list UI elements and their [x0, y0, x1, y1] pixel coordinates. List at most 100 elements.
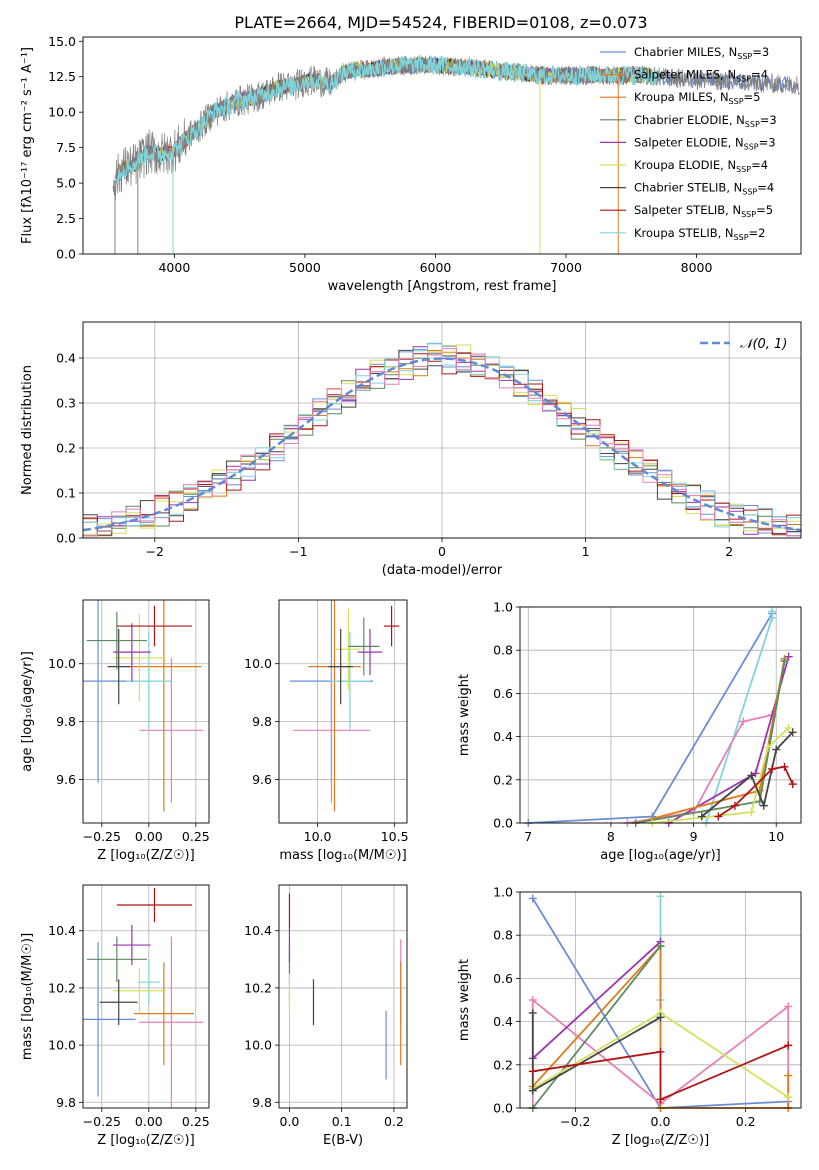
x-tick-label: 0.2 [384, 1114, 404, 1129]
plot-frame [82, 321, 802, 539]
series-marker [768, 765, 777, 773]
series-marker [759, 801, 768, 810]
x-tick-label: 0.00 [135, 829, 163, 844]
errorbars [288, 893, 402, 1080]
x-axis-label: Z [log₁₀(Z/Z☉)] [97, 1133, 194, 1148]
x-tick-label: 0.0 [651, 1114, 671, 1129]
chart-massweight-vs-age: 7 8 9 10 0.0 0.2 0.4 0.6 0.8 1.0 age [log₁₀(age/yr… [457, 600, 802, 863]
series-marker [528, 996, 537, 1004]
series-marker [751, 769, 760, 778]
plot-frame [82, 36, 802, 255]
series-marker [528, 1067, 537, 1076]
series-marker [768, 607, 777, 616]
figure-title: PLATE=2664, MJD=54524, FIBERID=0108, z=0… [234, 13, 647, 32]
y-tick-label: 0.0 [493, 1101, 513, 1116]
x-axis-label: wavelength [Angstrom, rest frame] [328, 279, 557, 294]
legend-entry: 𝒩(0, 1) [740, 337, 787, 352]
x-tick-label: −0.25 [83, 829, 121, 844]
y-axis-label: mass weight [457, 674, 472, 756]
series-marker [656, 942, 665, 950]
y-tick-label: 10.2 [244, 980, 272, 995]
y-tick-label: 0.0 [56, 247, 76, 262]
series-marker [528, 1008, 537, 1017]
series-marker [772, 745, 781, 754]
legend-entry: Kroupa MILES, NSSP=5 [634, 90, 760, 106]
series-marker [784, 1071, 793, 1080]
errorbars [289, 600, 400, 812]
x-tick-label: 0 [438, 544, 446, 559]
series-marker [784, 652, 793, 661]
y-tick-label: 0.0 [56, 531, 76, 546]
x-tick-label: 5000 [289, 260, 321, 275]
legend-entry: Salpeter ELODIE, NSSP=3 [634, 135, 776, 151]
y-tick-label: 10.0 [244, 656, 272, 671]
x-tick-label: 8 [607, 829, 615, 844]
x-tick-label: 0.2 [736, 1114, 756, 1129]
chart-mass-vs-Z: −0.25 0.00 0.25 9.8 10.0 10.2 10.4 Z [log₁₀(Z/Z… [20, 884, 210, 1148]
y-tick-label: 1.0 [493, 885, 513, 900]
x-tick-label: 0.0 [280, 1114, 300, 1129]
x-axis-label: Z [log₁₀(Z/Z☉)] [612, 1133, 709, 1148]
x-tick-label: 7000 [550, 260, 582, 275]
y-tick-label: 10.2 [48, 980, 76, 995]
plot-frame [278, 599, 408, 824]
y-tick-label: 9.8 [56, 1095, 76, 1110]
series-marker [528, 1086, 537, 1095]
legend-entry: Chabrier MILES, NSSP=3 [634, 45, 769, 61]
spectrum-legend: Chabrier MILES, NSSP=3 Salpeter MILES, NS… [600, 45, 777, 242]
model-curve-top [116, 54, 658, 185]
plot-frame [82, 599, 210, 824]
series-marker [739, 717, 748, 726]
x-tick-label: 0.25 [182, 1114, 210, 1129]
y-tick-label: 9.6 [56, 772, 76, 787]
series-marker [780, 657, 789, 665]
x-axis-label: age [log₁₀(age/yr)] [600, 848, 721, 863]
series-marker [714, 812, 723, 821]
x-axis-label: E(B-V) [323, 1133, 363, 1148]
x-tick-label: 8000 [681, 260, 713, 275]
x-tick-label: 10.5 [381, 829, 409, 844]
y-tick-label: 9.8 [56, 714, 76, 729]
series-marker [656, 1013, 665, 1022]
series-marker [784, 1093, 793, 1102]
x-tick-label: 9 [690, 829, 698, 844]
y-tick-label: 0.3 [56, 396, 76, 411]
spectrum-lines [112, 54, 800, 254]
y-tick-label: 0.4 [493, 729, 513, 744]
chart-massweight-vs-Z: −0.2 0.0 0.2 0.0 0.2 0.4 0.6 0.8 1.0 Z [log₁₀(Z/Z… [457, 885, 802, 1148]
series-marker [730, 801, 739, 810]
plot-frame [519, 606, 802, 824]
series-marker [747, 808, 756, 817]
y-tick-label: 10.0 [48, 656, 76, 671]
y-tick-label: 0.4 [493, 1014, 513, 1029]
gaussian-curve [82, 357, 802, 532]
series-marker [784, 1041, 793, 1050]
y-tick-label: 7.5 [56, 140, 76, 155]
y-tick-label: 10.0 [244, 1038, 272, 1053]
y-tick-label: 1.0 [493, 600, 513, 615]
series-marker [780, 762, 789, 771]
series-marker [788, 728, 797, 737]
series-marker [656, 892, 665, 901]
series-lines [528, 892, 793, 1112]
series-lines [524, 607, 797, 827]
y-axis-label: mass weight [457, 959, 472, 1041]
y-tick-label: 0.2 [493, 1057, 513, 1072]
y-axis-label: Normed distribution [20, 365, 35, 495]
series-marker [747, 771, 756, 780]
x-tick-label: −2 [146, 544, 164, 559]
legend-entry: Chabrier ELODIE, NSSP=3 [634, 113, 777, 129]
y-tick-label: 0.1 [56, 486, 76, 501]
y-tick-label: 12.5 [48, 69, 76, 84]
x-tick-label: 7 [524, 829, 532, 844]
errorbars [83, 600, 204, 812]
y-axis-label: age [log₁₀(age/yr)] [20, 651, 35, 772]
y-tick-label: 0.8 [493, 928, 513, 943]
y-tick-label: 0.4 [56, 351, 76, 366]
chart-residuals: −2 −1 0 1 2 0.0 0.1 0.2 0.3 0.4 (data-model)/error… [20, 321, 802, 578]
y-tick-label: 0.6 [493, 971, 513, 986]
y-tick-label: 5.0 [56, 176, 76, 191]
legend-entry: Salpeter STELIB, NSSP=5 [634, 203, 773, 219]
y-tick-label: 9.6 [252, 772, 272, 787]
